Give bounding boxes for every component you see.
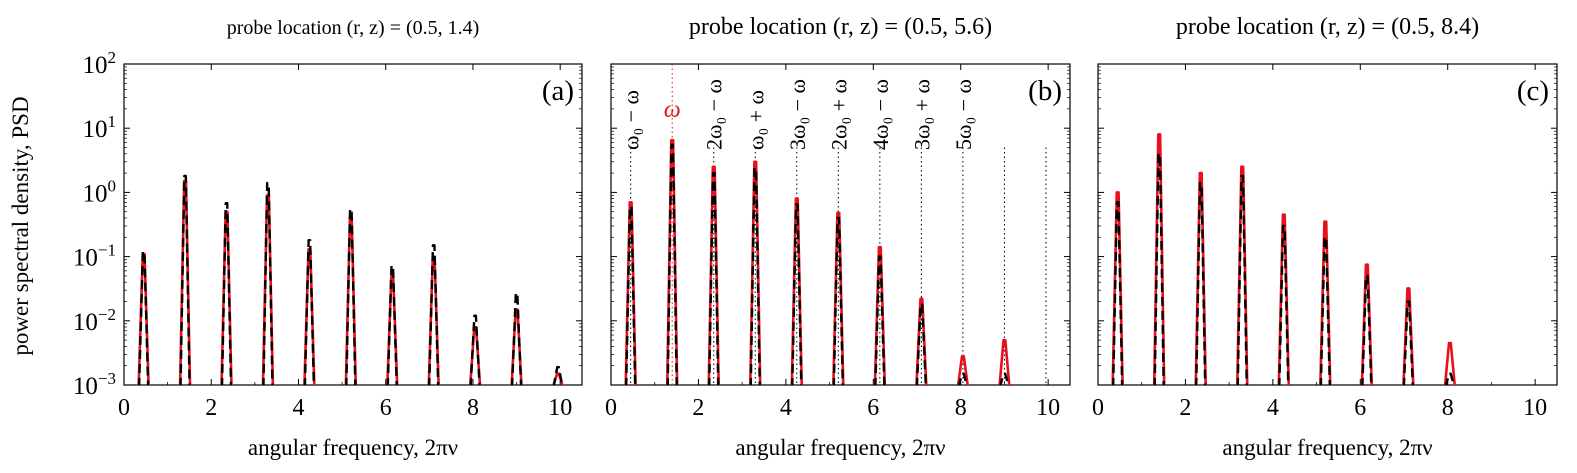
peak-mark [1278,224,1290,385]
peak-mark [1319,236,1331,385]
x-axis-label: angular frequency, 2πν [248,435,458,460]
annotation-label: 3ω₀ + ω [909,79,934,150]
x-tick-label: 2 [205,395,217,421]
annotation-label: ω₀ − ω [619,90,644,150]
panel-title: probe location (r, z) = (0.5, 1.4) [227,17,480,39]
peak-mark [262,181,274,385]
peak-mark [510,308,523,385]
y-tick-label: 101 [83,112,117,143]
x-tick-label: 8 [467,395,479,421]
series-dashed [1112,152,1456,385]
peak-mark [957,372,969,385]
peak-mark [137,250,150,385]
panel-3: probe location (r, z) = (0.5, 8.4) 0 2 4 6 8 1… [1092,14,1558,460]
panel-letter: (b) [1028,75,1062,107]
plot-frame [610,63,1071,386]
peak-mark [220,201,233,385]
peak-mark [708,171,720,385]
peak-mark [179,174,191,385]
peak-mark [956,354,969,385]
x-tick-label: 6 [380,395,392,421]
peak-mark [873,245,887,385]
figure-y-axis-label: power spectral density, PSD [8,96,33,355]
x-tick-label: 6 [867,395,879,421]
peak-mark [791,203,803,385]
series-solid [624,138,1011,385]
peak-mark [552,365,564,385]
x-tick-label: 4 [780,395,792,421]
peak-mark [666,143,678,385]
x-tick-label: 8 [955,395,967,421]
annotation-label: 2ω₀ + ω [826,79,851,150]
panel-title: probe location (r, z) = (0.5, 5.6) [689,14,992,40]
peak-mark [665,138,679,385]
annotation-label: 2ω₀ − ω [702,79,727,150]
annotation-label: 3ω₀ − ω [785,79,810,150]
peak-mark [1153,152,1165,385]
series-dashed [137,174,564,385]
y-tick-label: 10−2 [73,305,116,336]
x-tick-label: 0 [1092,395,1104,421]
plot-frame [1097,63,1558,386]
annotation-label: 4ω₀ − ω [868,79,893,150]
peak-mark [998,338,1011,385]
peak-mark [1236,174,1248,385]
peak-mark [386,264,398,385]
x-tick-label: 4 [292,395,304,421]
peak-mark [1195,181,1207,385]
x-tick-label: 6 [1354,395,1366,421]
peak-mark [1444,372,1456,385]
x-tick-label: 4 [1267,395,1279,421]
peak-mark [1112,201,1124,385]
x-tick-label: 0 [118,395,130,421]
peak-mark [707,165,720,385]
panel-letter: (a) [542,75,574,107]
peak-mark [1361,274,1373,385]
y-tick-label: 102 [83,48,117,79]
peak-mark [345,207,357,385]
peak-mark [469,314,481,385]
x-tick-label: 10 [1523,395,1547,421]
panel-letter: (c) [1517,75,1549,107]
series-dashed [625,143,1010,385]
peak-mark [303,239,316,385]
annotation-label: 5ω₀ − ω [951,79,976,150]
x-axis-label: angular frequency, 2πν [1222,435,1432,460]
annotation-label: ω [664,97,681,123]
x-tick-label: 10 [548,395,572,421]
x-tick-label: 2 [1179,395,1191,421]
panel-1: probe location (r, z) = (0.5, 1.4) 0 2 4 6 8 1… [73,17,583,460]
y-tick-label: 10−3 [73,369,116,400]
panel-2: probe location (r, z) = (0.5, 5.6) 0 2 4 6 8 1… [605,14,1071,460]
peak-mark [832,216,844,385]
annotation-label: ω₀ + ω [743,90,768,150]
peak-mark [749,166,761,385]
plot-frame [123,63,583,386]
peak-mark [1443,341,1457,385]
peak-mark [625,205,637,385]
series-solid [1111,133,1457,385]
peak-mark [1402,300,1414,385]
peak-mark [428,244,440,385]
y-tick-label: 100 [83,176,117,207]
peak-mark [999,372,1010,385]
x-tick-label: 0 [605,395,617,421]
panel-title: probe location (r, z) = (0.5, 8.4) [1176,14,1479,40]
x-axis-label: angular frequency, 2πν [735,435,945,460]
x-tick-label: 10 [1036,395,1060,421]
x-tick-label: 2 [692,395,704,421]
y-tick-label: 10−1 [73,241,116,272]
peak-mark [874,255,886,385]
peak-mark [510,291,523,385]
x-tick-label: 8 [1442,395,1454,421]
